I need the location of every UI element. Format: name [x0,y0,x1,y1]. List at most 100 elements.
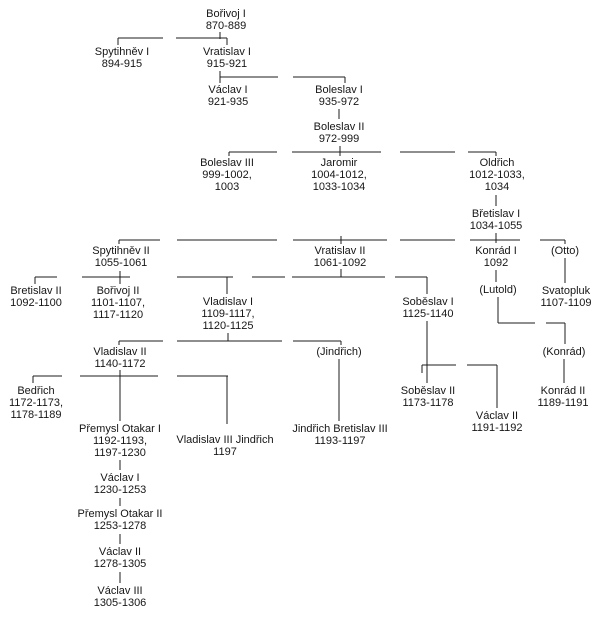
person-node-vaclav-ii-duke: Václav II 1191-1192 [472,410,523,434]
person-node-konrad-ii: Konrád II 1189-1191 [538,385,589,409]
person-name: Bedřich [17,385,55,397]
person-node-otto: (Otto) [551,245,579,257]
person-years: 1253-1278 [93,520,147,532]
person-node-spytihnev-ii: Spytihněv II 1055-1061 [92,245,149,269]
person-name: Vratislav I [203,46,251,58]
person-node-premysl-otakar-i: Přemysl Otakar I 1192-1193, 1197-1230 [79,423,161,459]
person-node-sobeslav-ii: Soběslav II 1173-1178 [401,385,455,409]
person-years: 894-915 [101,58,143,70]
person-years: 1034-1055 [469,220,523,232]
person-node-sobeslav-i: Soběslav I 1125-1140 [402,296,453,320]
person-node-boleslav-i: Boleslav I 935-972 [315,84,363,108]
person-years: 1117-1120 [92,309,144,321]
person-name: Přemysl Otakar II [77,508,163,520]
person-name: Soběslav II [400,385,456,397]
person-years: 1197-1230 [94,447,146,459]
person-name: Spytihněv II [92,245,150,257]
person-name: Přemysl Otakar I [79,423,161,435]
person-years: 999-1002, [202,169,252,181]
person-name: Václav I [208,84,248,96]
person-node-borivoj-i: Bořivoj I 870-889 [206,8,246,32]
person-node-bedrich: Bedřich 1172-1173, 1178-1189 [9,385,63,421]
person-node-bretislav-ii: Bretislav II 1092-1100 [10,285,62,309]
person-years: 870-889 [205,20,247,32]
person-name: Václav II [475,410,519,422]
person-name: Soběslav I [402,296,454,308]
person-node-konrad: (Konrád) [543,346,586,358]
person-name: Jindřich Bretislav III [292,423,388,435]
person-years: 1178-1189 [10,409,62,421]
person-name: Spytihněv I [94,46,150,58]
person-node-vaclav-i-duke: Václav I 921-935 [208,84,248,108]
person-years: 1173-1178 [402,397,454,409]
person-years: 1230-1253 [93,484,147,496]
person-node-vaclav-ii-king: Václav II 1278-1305 [94,546,147,570]
person-years: 1191-1192 [471,422,523,434]
person-years: 1033-1034 [312,181,366,193]
person-node-jindrich-bretislav-iii: Jindřich Bretislav III 1193-1197 [292,423,387,447]
person-name: (Lutold) [479,284,517,296]
person-years: 1101-1107, [90,297,146,309]
person-name: Konrád II [540,385,586,397]
person-node-vaclav-iii: Václav III 1305-1306 [94,585,147,609]
person-name: (Konrád) [542,346,586,358]
person-years: 1055-1061 [94,257,148,269]
person-node-oldrich: Oldřich 1012-1033, 1034 [469,157,525,193]
person-name: Václav II [98,546,142,558]
person-years: 1109-1117, [201,308,255,320]
person-years: 1107-1109 [540,297,592,309]
person-years: 1278-1305 [93,558,147,570]
person-years: 1140-1172 [94,358,146,370]
person-name: Vladislav III Jindřich [176,434,274,446]
person-name: Břetislav I [471,208,521,220]
person-node-boleslav-iii: Boleslav III 999-1002, 1003 [200,157,254,193]
person-name: (Jindřich) [316,346,362,358]
person-years: 1172-1173, [8,397,64,409]
person-node-bretislav-i: Břetislav I 1034-1055 [470,208,523,232]
person-name: Bořivoj I [206,8,246,20]
person-node-jaromir: Jaromir 1004-1012, 1033-1034 [311,157,367,193]
person-years: 1003 [214,181,240,193]
person-name: Václav III [97,585,143,597]
person-years: 921-935 [207,96,249,108]
person-node-borivoj-ii: Bořivoj II 1101-1107, 1117-1120 [91,285,145,321]
person-name: Václav I [100,472,140,484]
person-years: 1061-1092 [313,257,367,269]
person-node-vladislav-iii-jindrich: Vladislav III Jindřich 1197 [176,434,273,458]
person-node-lutold: (Lutold) [479,284,516,296]
person-node-vratislav-ii: Vratislav II 1061-1092 [314,245,367,269]
person-name: Boleslav III [200,157,254,169]
person-years: 935-972 [318,96,360,108]
person-node-jindrich: (Jindřich) [316,346,361,358]
person-years: 1120-1125 [202,320,254,332]
person-node-vladislav-i: Vladislav I 1109-1117, 1120-1125 [201,296,254,332]
person-name: Jaromir [320,157,358,169]
person-name: Boleslav II [313,121,365,133]
person-years: 1193-1197 [314,435,366,447]
person-name: Bretislav II [10,285,62,297]
person-name: (Otto) [550,245,580,257]
person-years: 1092-1100 [10,297,62,309]
person-name: Konrád I [475,245,517,257]
person-years: 1092 [483,257,509,269]
person-years: 915-921 [206,58,248,70]
person-node-vladislav-ii: Vladislav II 1140-1172 [93,346,146,370]
person-years: 1192-1193, [92,435,148,447]
person-name: Vladislav I [202,296,254,308]
person-years: 1189-1191 [537,397,589,409]
person-name: Svatopluk [541,285,591,297]
person-node-boleslav-ii: Boleslav II 972-999 [314,121,365,145]
person-years: 1034 [484,181,510,193]
person-years: 1012-1033, [469,169,525,181]
person-name: Bořivoj II [96,285,140,297]
person-node-spytihnev-i: Spytihněv I 894-915 [95,46,149,70]
person-node-svatopluk: Svatopluk 1107-1109 [541,285,592,309]
person-name: Vratislav II [314,245,366,257]
person-node-premysl-otakar-ii: Přemysl Otakar II 1253-1278 [78,508,163,532]
person-node-konrad-i: Konrád I 1092 [475,245,517,269]
person-name: Vladislav II [93,346,147,358]
person-node-vratislav-i: Vratislav I 915-921 [203,46,251,70]
person-years: 972-999 [318,133,360,145]
